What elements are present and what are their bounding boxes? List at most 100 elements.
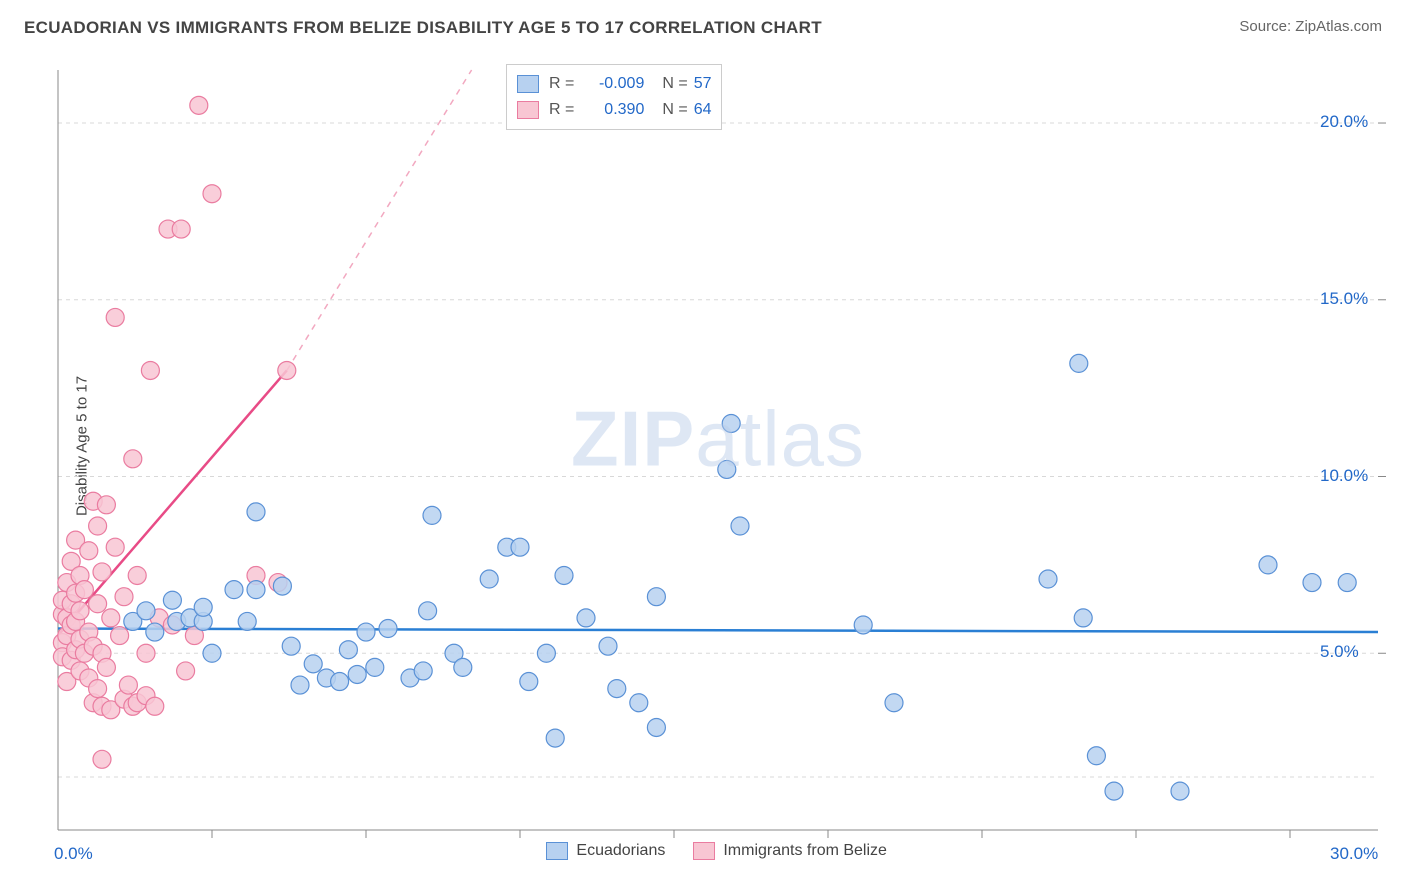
- data-point: [247, 581, 265, 599]
- data-point: [854, 616, 872, 634]
- data-point: [722, 414, 740, 432]
- n-value: 64: [694, 101, 712, 119]
- legend-swatch: [693, 842, 715, 860]
- data-point: [278, 361, 296, 379]
- data-point: [1087, 747, 1105, 765]
- data-point: [608, 680, 626, 698]
- data-point: [647, 588, 665, 606]
- data-point: [1039, 570, 1057, 588]
- data-point: [119, 676, 137, 694]
- data-point: [71, 602, 89, 620]
- data-point: [172, 220, 190, 238]
- data-point: [238, 612, 256, 630]
- data-point: [348, 665, 366, 683]
- y-tick-label: 20.0%: [1320, 112, 1368, 132]
- data-point: [546, 729, 564, 747]
- data-point: [520, 673, 538, 691]
- n-label: N =: [662, 75, 687, 93]
- data-point: [454, 658, 472, 676]
- data-point: [137, 602, 155, 620]
- data-point: [304, 655, 322, 673]
- x-tick-label: 30.0%: [1330, 844, 1378, 864]
- series-legend: Ecuadorians Immigrants from Belize: [546, 842, 887, 860]
- data-point: [146, 623, 164, 641]
- y-tick-label: 15.0%: [1320, 289, 1368, 309]
- source-link[interactable]: ZipAtlas.com: [1295, 18, 1382, 35]
- x-tick-label: 0.0%: [54, 844, 93, 864]
- y-tick-label: 10.0%: [1320, 466, 1368, 486]
- data-point: [163, 591, 181, 609]
- stats-legend-row: R =0.390N =64: [517, 97, 711, 123]
- data-point: [97, 658, 115, 676]
- n-label: N =: [662, 101, 687, 119]
- data-point: [75, 581, 93, 599]
- correlation-stats-legend: R = -0.009 N = 57R = 0.390 N = 64: [506, 64, 722, 130]
- data-point: [511, 538, 529, 556]
- data-point: [141, 361, 159, 379]
- data-point: [203, 644, 221, 662]
- r-label: R =: [549, 75, 574, 93]
- data-point: [414, 662, 432, 680]
- legend-item: Ecuadorians: [546, 842, 665, 860]
- data-point: [291, 676, 309, 694]
- data-point: [106, 538, 124, 556]
- data-point: [885, 694, 903, 712]
- chart-area: ZIPatlas R =-0.009N =57R =0.390N =64 Ecu…: [48, 60, 1388, 850]
- n-value: 57: [694, 75, 712, 93]
- data-point: [80, 542, 98, 560]
- data-point: [93, 750, 111, 768]
- r-value: -0.009: [580, 75, 644, 93]
- data-point: [331, 673, 349, 691]
- data-point: [273, 577, 291, 595]
- data-point: [282, 637, 300, 655]
- data-point: [718, 460, 736, 478]
- data-point: [106, 308, 124, 326]
- data-point: [366, 658, 384, 676]
- data-point: [190, 96, 208, 114]
- trend-line: [58, 629, 1378, 633]
- data-point: [177, 662, 195, 680]
- data-point: [1338, 574, 1356, 592]
- data-point: [1259, 556, 1277, 574]
- data-point: [102, 609, 120, 627]
- data-point: [146, 697, 164, 715]
- y-tick-label: 5.0%: [1320, 642, 1359, 662]
- data-point: [357, 623, 375, 641]
- data-point: [555, 566, 573, 584]
- data-point: [115, 588, 133, 606]
- data-point: [111, 627, 129, 645]
- data-point: [419, 602, 437, 620]
- data-point: [93, 563, 111, 581]
- data-point: [731, 517, 749, 535]
- scatter-chart-svg: [48, 60, 1388, 850]
- data-point: [89, 517, 107, 535]
- legend-label: Ecuadorians: [576, 842, 665, 860]
- data-point: [339, 641, 357, 659]
- source-prefix: Source:: [1239, 18, 1295, 35]
- trend-line-extension: [287, 70, 472, 370]
- data-point: [423, 506, 441, 524]
- legend-swatch: [517, 101, 539, 119]
- r-value: 0.390: [580, 101, 644, 119]
- data-point: [128, 566, 146, 584]
- data-point: [1303, 574, 1321, 592]
- stats-legend-row: R = -0.009 N = 57: [517, 71, 711, 97]
- legend-swatch: [517, 75, 539, 93]
- legend-swatch: [546, 842, 568, 860]
- data-point: [1105, 782, 1123, 800]
- data-point: [124, 450, 142, 468]
- data-point: [630, 694, 648, 712]
- chart-title: ECUADORIAN VS IMMIGRANTS FROM BELIZE DIS…: [24, 18, 822, 38]
- data-point: [379, 620, 397, 638]
- data-point: [537, 644, 555, 662]
- legend-item: Immigrants from Belize: [693, 842, 887, 860]
- source-attribution: Source: ZipAtlas.com: [1239, 18, 1382, 35]
- data-point: [137, 644, 155, 662]
- data-point: [247, 503, 265, 521]
- data-point: [1070, 354, 1088, 372]
- data-point: [480, 570, 498, 588]
- data-point: [89, 595, 107, 613]
- data-point: [203, 185, 221, 203]
- data-point: [647, 718, 665, 736]
- data-point: [577, 609, 595, 627]
